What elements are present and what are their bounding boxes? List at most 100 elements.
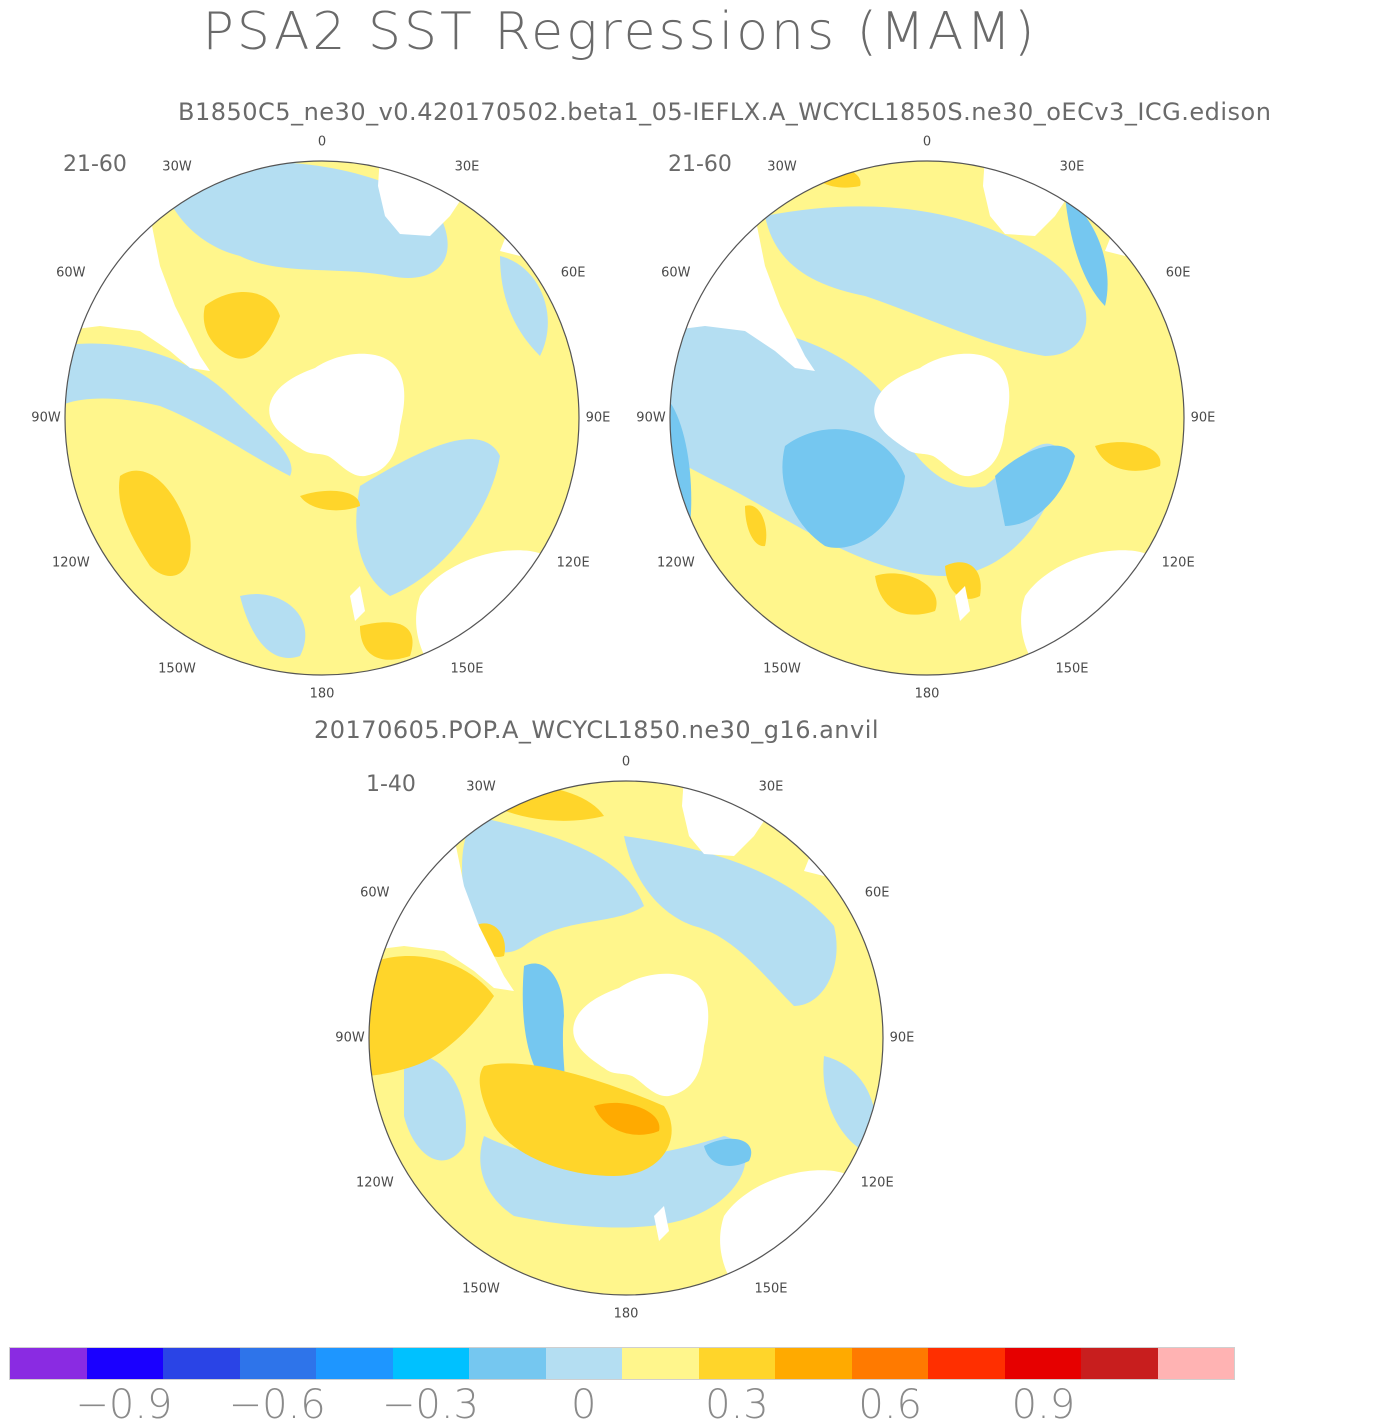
anomaly-region <box>995 445 1075 526</box>
map-frame <box>368 780 884 1296</box>
colorbar-tick-label: 0 <box>570 1382 597 1428</box>
longitude-label: 60E <box>864 885 890 901</box>
anomaly-region <box>875 573 937 615</box>
longitude-label: 60W <box>360 885 390 901</box>
map-frame <box>669 160 1185 676</box>
anomaly-region <box>356 439 500 596</box>
longitude-label: 90E <box>1190 410 1216 426</box>
colorbar-swatch <box>851 1348 928 1379</box>
colorbar-swatch <box>10 1348 87 1379</box>
longitude-label: 150W <box>763 661 801 677</box>
colorbar-swatch <box>469 1348 546 1379</box>
colorbar-swatch <box>775 1348 852 1379</box>
colorbar-swatch <box>163 1348 240 1379</box>
new-zealand <box>350 586 365 621</box>
run-title-top: B1850C5_ne30_v0.420170502.beta1_05-IEFLX… <box>178 98 1272 126</box>
longitude-label: 60W <box>56 265 86 281</box>
longitude-label: 30W <box>162 159 192 175</box>
colorbar-tick-label: −0.9 <box>75 1382 173 1428</box>
longitude-label: 120E <box>556 555 590 571</box>
longitude-label: 60E <box>1165 265 1191 281</box>
antarctica <box>874 353 1010 477</box>
anomaly-region <box>203 292 280 359</box>
longitude-label: 30E <box>1059 159 1085 175</box>
colorbar-swatch <box>392 1348 469 1379</box>
map-field <box>670 161 1184 675</box>
colorbar-tick-label: 0.9 <box>1011 1382 1076 1428</box>
longitude-label: 90W <box>31 410 61 426</box>
anomaly-region <box>765 206 1087 356</box>
anomaly-region <box>479 1063 672 1176</box>
anomaly-region <box>360 622 413 660</box>
anomaly-region <box>522 963 565 1092</box>
antarctica <box>269 353 405 477</box>
new-zealand <box>654 1206 669 1241</box>
anomaly-region <box>823 1056 877 1156</box>
longitude-label: 30W <box>767 159 797 175</box>
colorbar-swatch <box>1157 1348 1234 1379</box>
anomaly-region <box>1095 442 1161 471</box>
anomaly-region <box>65 343 292 476</box>
longitude-label: 60W <box>661 265 691 281</box>
anomaly-region <box>462 816 644 953</box>
colorbar-swatch <box>1004 1348 1081 1379</box>
anomaly-region <box>160 161 448 278</box>
longitude-label: 90W <box>636 410 666 426</box>
anomaly-region <box>240 594 306 658</box>
anomaly-region <box>945 562 981 599</box>
colorbar <box>9 1347 1235 1380</box>
anomaly-region <box>805 164 861 188</box>
longitude-label: 0 <box>922 134 932 150</box>
map-panel-bottom <box>368 780 884 1296</box>
new-zealand <box>955 586 970 621</box>
anomaly-region <box>369 956 494 1076</box>
colorbar-swatch <box>86 1348 163 1379</box>
anomaly-region <box>300 490 360 511</box>
longitude-label: 30W <box>466 779 496 795</box>
colorbar-tick-label: −0.6 <box>228 1382 326 1428</box>
longitude-label: 30E <box>758 779 784 795</box>
anomaly-region <box>745 505 767 547</box>
longitude-label: 180 <box>613 1306 639 1322</box>
longitude-label: 120E <box>860 1175 894 1191</box>
antarctica <box>573 973 709 1097</box>
longitude-label: 150E <box>450 661 484 677</box>
map-panel-top-left <box>64 160 580 676</box>
madagascar <box>500 226 530 256</box>
map-field <box>369 781 883 1295</box>
longitude-label: 120W <box>52 555 90 571</box>
colorbar-swatch <box>545 1348 622 1379</box>
longitude-label: 30E <box>454 159 480 175</box>
run-title-bottom: 20170605.POP.A_WCYCL1850.ne30_g16.anvil <box>314 716 880 744</box>
anomaly-region <box>704 1138 752 1166</box>
panel-top-left-year-range: 21-60 <box>63 152 127 177</box>
panel-bottom-year-range: 1-40 <box>366 772 416 797</box>
longitude-label: 120W <box>356 1175 394 1191</box>
longitude-label: 150E <box>754 1281 788 1297</box>
colorbar-tick-label: 0.6 <box>858 1382 922 1428</box>
colorbar-swatch <box>928 1348 1005 1379</box>
figure-title: PSA2 SST Regressions (MAM) <box>202 2 1038 62</box>
longitude-label: 180 <box>309 686 335 702</box>
map-field <box>65 161 579 675</box>
longitude-label: 90W <box>335 1030 365 1046</box>
anomaly-region <box>404 1054 466 1161</box>
anomaly-region <box>594 1102 660 1135</box>
colorbar-swatch <box>622 1348 699 1379</box>
longitude-label: 150W <box>462 1281 500 1297</box>
madagascar <box>804 846 834 876</box>
colorbar-swatch <box>316 1348 393 1379</box>
colorbar-swatch <box>1081 1348 1158 1379</box>
anomaly-region <box>782 429 905 548</box>
longitude-label: 60E <box>560 265 586 281</box>
map-panel-top-right <box>669 160 1185 676</box>
longitude-label: 150W <box>158 661 196 677</box>
panel-top-right-year-range: 21-60 <box>668 152 732 177</box>
anomaly-region <box>624 836 837 1006</box>
longitude-label: 0 <box>317 134 327 150</box>
anomaly-region <box>1065 196 1108 306</box>
longitude-label: 90E <box>585 410 611 426</box>
longitude-label: 90E <box>889 1030 915 1046</box>
anomaly-region <box>119 470 191 576</box>
longitude-label: 120W <box>657 555 695 571</box>
